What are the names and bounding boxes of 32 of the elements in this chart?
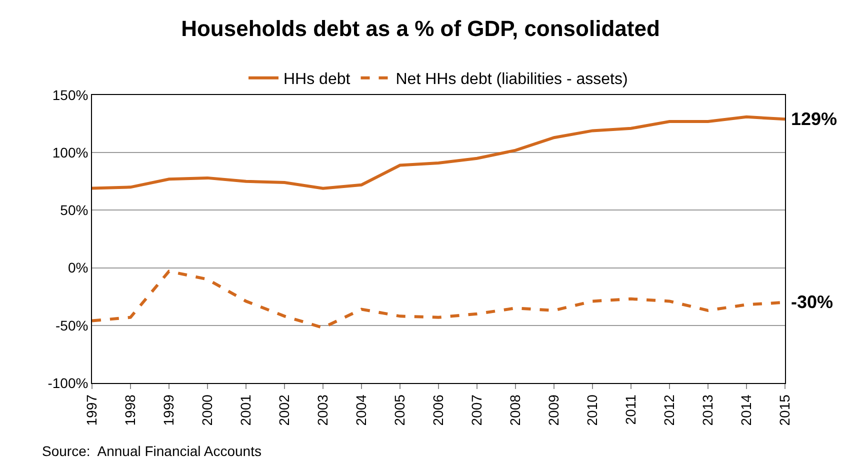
x-tick-label: 2006 <box>430 394 446 426</box>
y-tick-label: 50% <box>60 202 88 218</box>
annotation: 129% <box>791 109 838 129</box>
x-tick-label: 2005 <box>392 394 408 426</box>
line-series <box>92 115 785 190</box>
annotation: -30% <box>791 292 834 312</box>
x-tick-label: 2013 <box>700 394 716 426</box>
x-tick-label: 2004 <box>353 394 370 426</box>
y-tick-label: 150% <box>52 86 88 103</box>
y-tick-label: -100% <box>48 374 88 391</box>
x-tick-label: 2002 <box>276 394 292 426</box>
x-tick-label: 2010 <box>584 394 600 426</box>
y-tick-label: 0% <box>68 260 88 276</box>
y-tick-label: 100% <box>52 144 88 160</box>
x-tick-label: 2000 <box>199 394 216 426</box>
x-tick-label: 2015 <box>776 394 793 426</box>
x-tick-label: 1998 <box>122 394 138 426</box>
x-tick-label: 2007 <box>468 394 485 426</box>
x-tick-label: 1997 <box>84 394 100 426</box>
x-tick-label: 2008 <box>507 394 524 426</box>
y-tick-label: -50% <box>56 317 88 334</box>
legend-label: HHs debt <box>284 71 351 88</box>
chart-title: Households debt as a % of GDP, consolidated <box>181 16 660 42</box>
x-tick-label: 1999 <box>160 394 177 426</box>
x-tick-label: 2009 <box>546 394 562 426</box>
source-note: Source: Annual Financial Accounts <box>42 443 262 459</box>
x-tick-label: 2003 <box>314 394 331 426</box>
x-tick-label: 2012 <box>661 394 678 426</box>
x-tick-label: 2014 <box>738 394 754 426</box>
x-tick-label: 2011 <box>622 394 639 425</box>
legend-label: Net HHs debt (liabilities - assets) <box>396 71 628 88</box>
x-tick-label: 2001 <box>238 394 254 426</box>
